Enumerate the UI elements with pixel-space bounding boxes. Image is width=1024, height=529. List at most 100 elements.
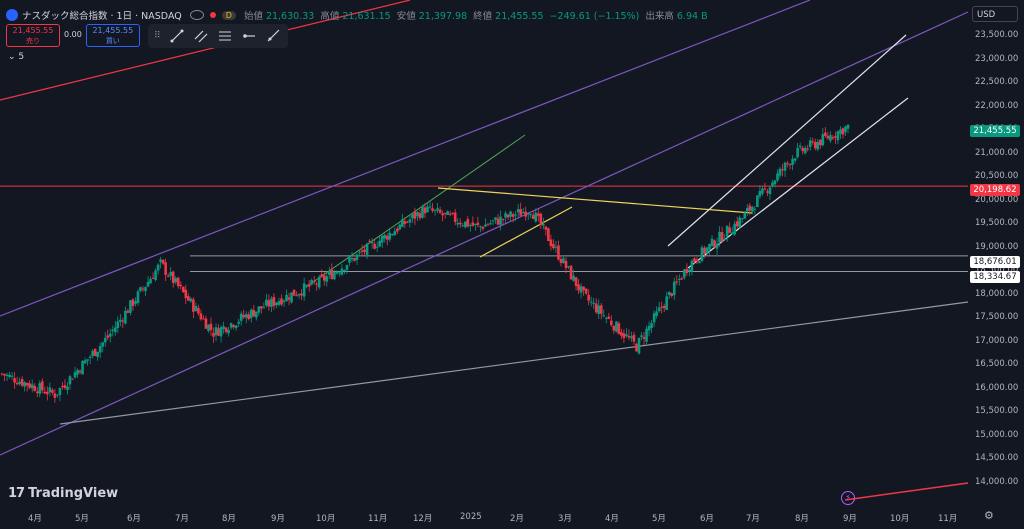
drag-handle-icon[interactable]: ⠿ bbox=[154, 31, 161, 41]
candle-body bbox=[30, 384, 34, 389]
candle-body bbox=[350, 258, 354, 260]
symbol-title[interactable]: ナスダック総合指数 · 1日 · NASDAQ bbox=[22, 11, 182, 22]
candle-body bbox=[418, 212, 422, 219]
candle-body bbox=[3, 373, 6, 376]
candle-body bbox=[333, 272, 336, 280]
candle-body bbox=[708, 243, 711, 250]
candle-body bbox=[282, 300, 286, 303]
candle-body bbox=[8, 374, 11, 378]
candle-body bbox=[461, 225, 465, 227]
high-value: 21,631.15 bbox=[342, 11, 391, 22]
low-value: 21,397.98 bbox=[418, 11, 468, 22]
candle-body bbox=[363, 249, 366, 253]
parallel-channel-icon[interactable] bbox=[193, 28, 209, 44]
candle-body bbox=[368, 240, 371, 242]
candle-body bbox=[637, 337, 641, 354]
upper-red-trendline[interactable] bbox=[0, 0, 411, 101]
candle-body bbox=[83, 360, 87, 364]
candle-body bbox=[358, 251, 361, 253]
buy-button[interactable]: 21,455.55 買い bbox=[85, 24, 140, 47]
candle-body bbox=[232, 325, 235, 328]
white-channel-lower[interactable] bbox=[687, 97, 909, 269]
lightning-icon[interactable]: ⚡ bbox=[841, 491, 855, 505]
candle-body bbox=[20, 379, 24, 386]
ray-icon[interactable] bbox=[265, 28, 281, 44]
candle-body bbox=[718, 231, 721, 243]
candle-body bbox=[114, 327, 117, 333]
indicator-collapse-button[interactable]: ⌄ 5 bbox=[8, 52, 24, 62]
data-badge: D bbox=[221, 10, 236, 20]
candle-body bbox=[398, 224, 402, 230]
fib-retracement-icon[interactable] bbox=[217, 28, 233, 44]
candle-body bbox=[456, 222, 460, 225]
candle-body bbox=[625, 334, 628, 337]
price-tick-label: 22,500.00 bbox=[975, 77, 1019, 87]
candle-body bbox=[443, 212, 447, 214]
candle-body bbox=[86, 359, 89, 361]
candle-body bbox=[753, 208, 757, 210]
candle-body bbox=[549, 239, 553, 247]
support-gray-trendline[interactable] bbox=[59, 301, 969, 425]
candle-body bbox=[126, 310, 130, 313]
candle-body bbox=[542, 223, 545, 226]
candle-body bbox=[786, 163, 789, 165]
settings-gear-icon[interactable]: ⚙ bbox=[984, 509, 994, 522]
candle-body bbox=[136, 291, 140, 303]
candle-body bbox=[340, 268, 344, 275]
candle-body bbox=[81, 361, 84, 375]
candle-body bbox=[592, 302, 595, 304]
green-channel-upper[interactable] bbox=[305, 134, 526, 288]
candle-body bbox=[403, 221, 407, 224]
time-tick-label: 7月 bbox=[746, 514, 760, 524]
candle-body bbox=[187, 296, 190, 301]
currency-select[interactable]: USD bbox=[972, 6, 1018, 22]
candle-body bbox=[35, 391, 39, 393]
yellow-support-line[interactable] bbox=[479, 206, 573, 258]
candle-body bbox=[119, 319, 122, 322]
indicator-count: 5 bbox=[18, 52, 25, 62]
lower-red-trendline[interactable] bbox=[844, 482, 969, 501]
candle-body bbox=[154, 270, 157, 281]
candle-body bbox=[38, 383, 42, 394]
drawing-toolbar: ⠿ bbox=[148, 24, 288, 48]
trend-line-icon[interactable] bbox=[169, 28, 185, 44]
candle-body bbox=[338, 272, 341, 274]
white-channel-upper[interactable] bbox=[667, 34, 907, 247]
sell-button[interactable]: 21,455.55 売り bbox=[6, 24, 60, 47]
candle-body bbox=[604, 317, 608, 319]
candle-body bbox=[763, 188, 767, 190]
candle-body bbox=[650, 323, 653, 329]
candle-body bbox=[783, 162, 787, 171]
yellow-resistance-line[interactable] bbox=[437, 187, 753, 214]
tradingview-logo[interactable]: 17 TradingView bbox=[8, 486, 118, 501]
candle-body bbox=[652, 313, 656, 323]
candle-body bbox=[335, 271, 339, 274]
chevron-down-icon: ⌄ bbox=[8, 52, 16, 62]
upper-purple-trendline[interactable] bbox=[0, 0, 811, 317]
candle-body bbox=[237, 321, 240, 324]
candle-body bbox=[577, 284, 580, 291]
candle-body bbox=[839, 129, 842, 134]
eye-icon[interactable] bbox=[189, 10, 204, 20]
candle-body bbox=[345, 265, 349, 270]
candle-body bbox=[504, 213, 507, 218]
candle-body bbox=[730, 232, 734, 235]
time-tick-label: 9月 bbox=[843, 514, 857, 524]
time-tick-label: 4月 bbox=[605, 514, 619, 524]
time-tick-label: 8月 bbox=[795, 514, 809, 524]
lower-purple-trendline[interactable] bbox=[0, 11, 969, 456]
candle-body bbox=[821, 134, 825, 146]
horizontal-ray-icon[interactable] bbox=[241, 28, 257, 44]
candle-body bbox=[106, 335, 110, 338]
candle-body bbox=[519, 209, 522, 216]
candle-body bbox=[690, 260, 694, 272]
price-tick-label: 22,000.00 bbox=[975, 100, 1019, 111]
candle-body bbox=[197, 307, 200, 314]
candle-body bbox=[209, 323, 213, 331]
candle-body bbox=[267, 300, 271, 307]
candle-body bbox=[290, 292, 293, 303]
candle-body bbox=[685, 268, 689, 274]
candle-body bbox=[657, 307, 661, 312]
candle-body bbox=[720, 232, 724, 242]
